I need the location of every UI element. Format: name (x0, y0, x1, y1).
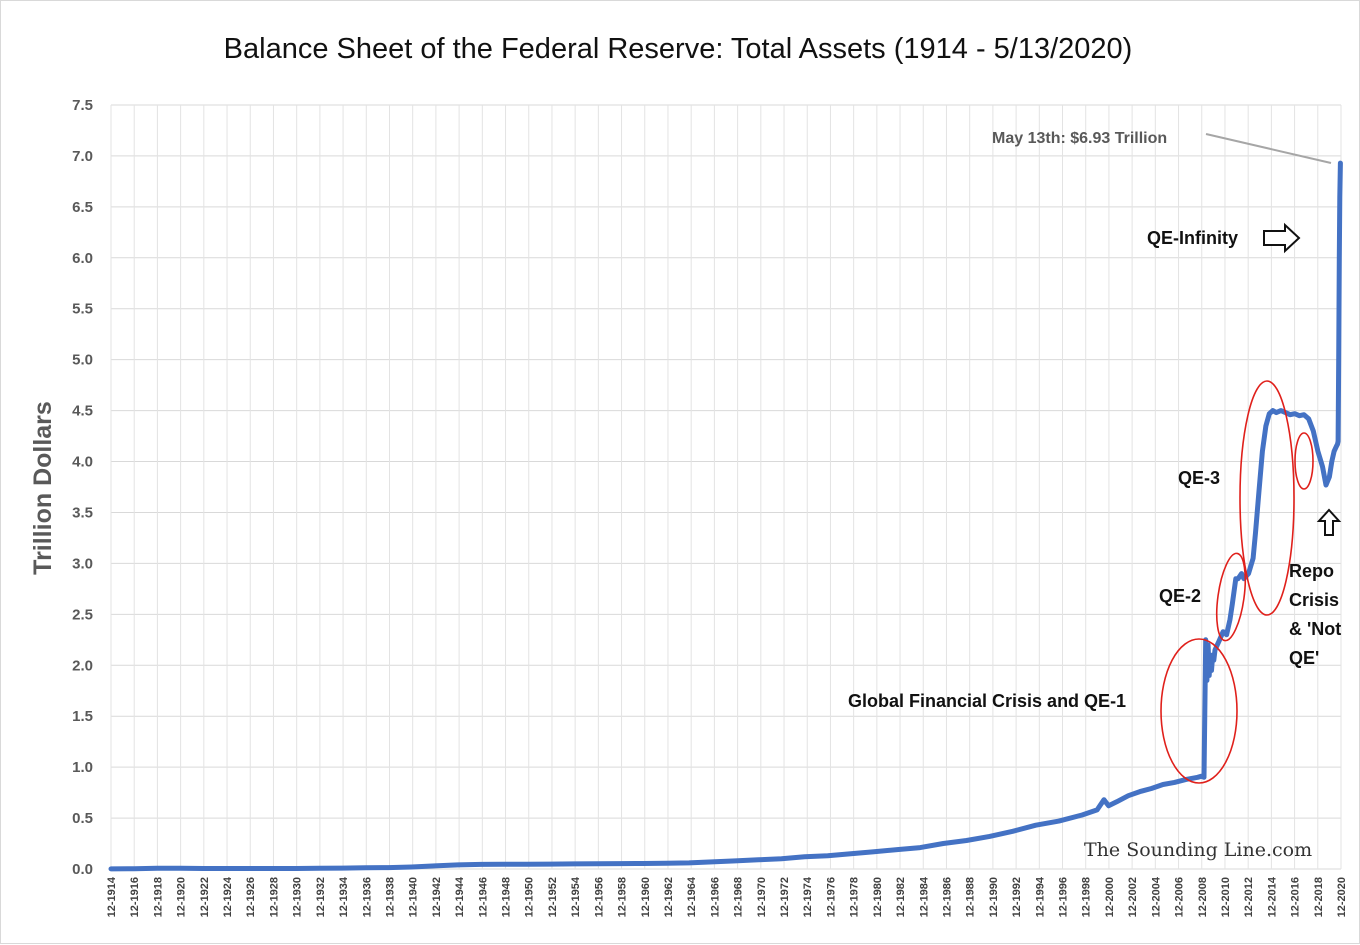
y-tick-label: 6.0 (72, 250, 93, 267)
x-tick-label: 12-1918 (152, 877, 164, 917)
x-tick-label: 12-1946 (477, 877, 489, 917)
x-tick-label: 12-1998 (1081, 877, 1093, 917)
x-tick-label: 12-1948 (501, 877, 513, 917)
x-tick-label: 12-1988 (965, 877, 977, 917)
annotations: May 13th: $6.93 Trillion QE-Infinity QE-… (848, 130, 1342, 784)
x-tick-label: 12-1960 (640, 877, 652, 917)
y-axis-label: Trillion Dollars (29, 401, 57, 575)
gridlines (110, 104, 1342, 870)
label-qe-infinity: QE-Infinity (1147, 228, 1238, 248)
x-tick-label: 12-1944 (454, 876, 466, 917)
label-repo-line-4: QE' (1289, 648, 1319, 668)
y-tick-label: 6.5 (72, 199, 93, 216)
qe3-highlight-ellipse (1239, 380, 1295, 616)
x-tick-label: 12-1962 (663, 877, 675, 917)
x-tick-label: 12-1956 (593, 877, 605, 917)
x-tick-label: 12-2006 (1174, 877, 1186, 917)
x-tick-label: 12-1938 (384, 877, 396, 917)
label-qe-2: QE-2 (1159, 586, 1201, 606)
x-tick-label: 12-2018 (1313, 877, 1325, 917)
qe2-highlight-ellipse (1215, 552, 1247, 642)
x-tick-label: 12-1924 (222, 876, 234, 917)
x-tick-label: 12-1958 (617, 877, 629, 917)
x-tick-label: 12-1978 (849, 877, 861, 917)
callout-leader-line (1205, 133, 1332, 164)
x-tick-label: 12-1950 (524, 877, 536, 917)
repo-highlight-ellipse (1294, 432, 1314, 490)
x-tick-label: 12-1930 (292, 877, 304, 917)
label-repo-line-3: & 'Not (1289, 619, 1341, 639)
watermark-text: The Sounding Line.com (1084, 839, 1312, 861)
x-tick-label: 12-1928 (268, 877, 280, 917)
x-tick-label: 12-1922 (199, 877, 211, 917)
x-tick-label: 12-2020 (1336, 877, 1348, 917)
x-tick-label: 12-1992 (1011, 877, 1023, 917)
qe1-highlight-ellipse (1160, 638, 1238, 784)
label-repo-line-1: Repo (1289, 561, 1334, 581)
data-series (108, 160, 1343, 872)
y-tick-label: 5.0 (72, 352, 93, 369)
x-tick-label: 12-1926 (245, 877, 257, 917)
x-tick-label: 12-1972 (779, 877, 791, 917)
y-tick-label: 2.5 (72, 606, 93, 623)
x-tick-label: 12-2016 (1290, 877, 1302, 917)
x-tick-label: 12-1980 (872, 877, 884, 917)
x-tick-label: 12-1976 (825, 877, 837, 917)
x-tick-label: 12-1974 (802, 876, 814, 917)
y-tick-label: 4.0 (72, 454, 93, 471)
right-arrow-icon (1263, 222, 1301, 254)
x-tick-label: 12-1952 (547, 877, 559, 917)
y-tick-label: 0.5 (72, 810, 93, 827)
x-tick-label: 12-2002 (1127, 877, 1139, 917)
x-tick-label: 12-1940 (408, 877, 420, 917)
x-tick-label: 12-1942 (431, 877, 443, 917)
y-tick-label: 3.0 (72, 555, 93, 572)
x-tick-label: 12-1936 (361, 877, 373, 917)
x-tick-label: 12-1982 (895, 877, 907, 917)
y-tick-label: 4.5 (72, 403, 93, 420)
x-tick-label: 12-1916 (129, 877, 141, 917)
x-tick-label: 12-1990 (988, 877, 1000, 917)
x-tick-label: 12-1932 (315, 877, 327, 917)
x-tick-label: 12-1966 (709, 877, 721, 917)
series-line-total-assets (108, 160, 1343, 872)
y-tick-label: 7.0 (72, 148, 93, 165)
y-tick-labels: 0.0 0.5 1.0 1.5 2.0 2.5 3.0 3.5 4.0 4.5 5.0 5.5 6.0 6… (72, 97, 93, 878)
callout-may-13: May 13th: $6.93 Trillion (992, 130, 1167, 147)
x-tick-label: 12-1968 (733, 877, 745, 917)
label-qe-3: QE-3 (1178, 468, 1220, 488)
y-tick-label: 3.5 (72, 504, 93, 521)
x-tick-label: 12-1984 (918, 876, 930, 917)
y-tick-label: 1.5 (72, 708, 93, 725)
x-tick-label: 12-1970 (756, 877, 768, 917)
x-tick-label: 12-2010 (1220, 877, 1232, 917)
x-tick-label: 12-1964 (686, 876, 698, 917)
x-tick-label: 12-1914 (106, 876, 118, 917)
chart-title: Balance Sheet of the Federal Reserve: To… (224, 33, 1133, 65)
x-tick-label: 12-1934 (338, 876, 350, 917)
label-gfc-qe-1: Global Financial Crisis and QE-1 (848, 691, 1126, 711)
y-tick-label: 5.5 (72, 301, 93, 318)
x-tick-label: 12-2012 (1243, 877, 1255, 917)
x-tick-label: 12-2014 (1266, 876, 1278, 917)
y-tick-label: 0.0 (72, 861, 93, 878)
y-tick-label: 2.0 (72, 657, 93, 674)
x-tick-label: 12-1996 (1058, 877, 1070, 917)
x-tick-label: 12-2008 (1197, 877, 1209, 917)
up-arrow-icon (1316, 508, 1342, 536)
x-tick-label: 12-1954 (570, 876, 582, 917)
x-tick-label: 12-1920 (176, 877, 188, 917)
x-tick-label: 12-1994 (1034, 876, 1046, 917)
label-repo-line-2: Crisis (1289, 590, 1339, 610)
x-tick-label: 12-2000 (1104, 877, 1116, 917)
x-tick-labels: 12-1914 12-1916 12-1918 12-1920 12-1922 12-19… (106, 876, 1348, 917)
y-tick-label: 1.0 (72, 759, 93, 776)
x-tick-label: 12-1986 (941, 877, 953, 917)
y-tick-label: 7.5 (72, 97, 93, 114)
x-tick-label: 12-2004 (1150, 876, 1162, 917)
